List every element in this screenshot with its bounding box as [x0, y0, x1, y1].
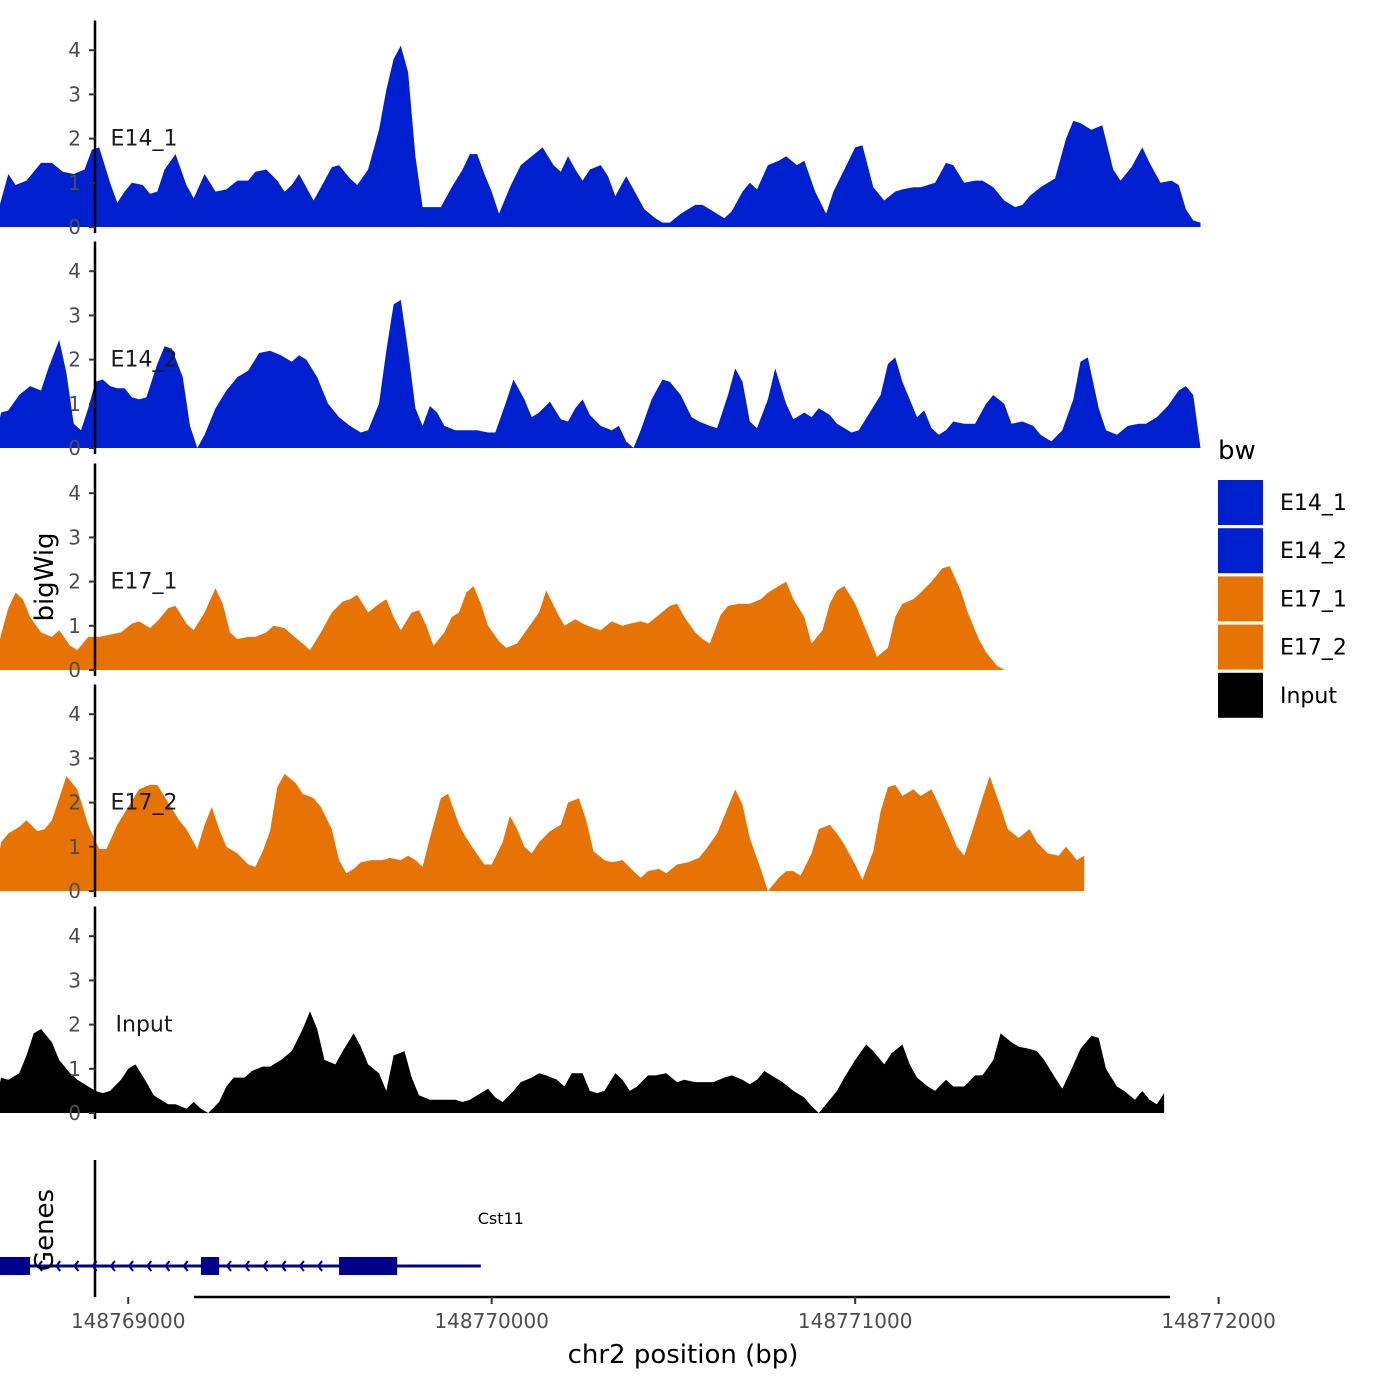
legend-swatch-E17_2 [1218, 624, 1263, 670]
y-tick-label: 4 [68, 702, 81, 726]
y-tick-label: 1 [68, 614, 81, 638]
track-E14_2: 0 1 2 3 4 E14_2 [0, 241, 1201, 460]
strand-chevron [225, 1260, 232, 1272]
legend-swatch-E14_1 [1218, 480, 1263, 525]
legend-title: bw [1218, 436, 1256, 466]
strand-chevron [164, 1260, 171, 1272]
strand-chevron [280, 1260, 287, 1272]
y-tick-label: 2 [68, 348, 81, 372]
strand-chevron [244, 1260, 251, 1272]
area-E14_2 [0, 299, 1201, 448]
genes-axis-title: Genes [30, 1189, 60, 1271]
strand-chevron [73, 1260, 80, 1272]
exon-2 [200, 1257, 220, 1275]
legend: bw E14_1 E14_2 E17_1 E17_2 Input [1218, 436, 1347, 718]
legend-swatch-E14_2 [1218, 528, 1263, 574]
strand-chevron [146, 1260, 153, 1272]
area-Input [0, 1011, 1165, 1113]
legend-label-Input: Input [1280, 684, 1337, 709]
strand-chevron [298, 1260, 305, 1272]
y-tick-label: 4 [68, 924, 81, 948]
gene-panel: Cst11 [0, 1160, 524, 1297]
y-tick-label: 0 [68, 1101, 81, 1125]
strand-chevron [182, 1260, 189, 1272]
track-E14_1: 0 1 2 3 4 E14_1 [0, 20, 1201, 239]
y-tick-label: 1 [68, 835, 81, 859]
bigwig-tracks: 0 1 2 3 4 E14_1 0 1 2 3 4 E14_2 0 1 2 3 4 E17_1 0 1 2 3 4 E17_2… [0, 20, 1201, 1125]
strand-chevron [55, 1260, 62, 1272]
legend-label-E14_1: E14_1 [1280, 491, 1347, 516]
y-tick-label: 0 [68, 436, 81, 460]
y-tick-label: 3 [68, 525, 81, 549]
exon-3 [339, 1257, 398, 1275]
track-Input: 0 1 2 3 4 Input [0, 906, 1165, 1125]
y-tick-label: 3 [68, 968, 81, 992]
y-tick-label: 2 [68, 570, 81, 594]
legend-label-E17_2: E17_2 [1280, 636, 1347, 661]
y-tick-label: 3 [68, 82, 81, 106]
area-E17_2 [0, 773, 1085, 891]
y-tick-label: 0 [68, 658, 81, 682]
exon-1 [0, 1257, 31, 1275]
legend-swatch-E17_1 [1218, 576, 1263, 622]
y-axis-title: bigWig [30, 532, 60, 621]
y-tick-label: 3 [68, 746, 81, 770]
y-tick-label: 4 [68, 38, 81, 62]
y-tick-label: 4 [68, 481, 81, 505]
x-tick-label: 148769000 [71, 1309, 186, 1333]
y-tick-label: 3 [68, 303, 81, 327]
track-label-Input: Input [116, 1013, 173, 1038]
x-tick-label: 148770000 [434, 1309, 549, 1333]
legend-label-E14_2: E14_2 [1280, 539, 1347, 564]
x-axis: 1487690001487700001487710001487720001487… [71, 1295, 1276, 1333]
y-tick-label: 1 [68, 171, 81, 195]
y-tick-label: 2 [68, 1013, 81, 1037]
strand-chevron [109, 1260, 116, 1272]
area-E17_1 [0, 566, 1005, 670]
track-E17_1: 0 1 2 3 4 E17_1 [0, 463, 1005, 682]
gene-label: Cst11 [478, 1209, 524, 1228]
area-E14_1 [0, 45, 1201, 227]
strand-chevron [316, 1260, 323, 1272]
track-label-E14_2: E14_2 [111, 348, 178, 373]
legend-swatch-Input [1218, 672, 1263, 718]
x-tick-label: 148771000 [798, 1309, 913, 1333]
track-E17_2: 0 1 2 3 4 E17_2 [0, 684, 1085, 903]
legend-label-E17_1: E17_1 [1280, 587, 1347, 612]
strand-chevron [127, 1260, 134, 1272]
y-tick-label: 1 [68, 392, 81, 416]
y-tick-label: 1 [68, 1057, 81, 1081]
y-tick-label: 0 [68, 879, 81, 903]
strand-chevron [91, 1260, 98, 1272]
track-label-E17_1: E17_1 [111, 570, 178, 595]
track-label-E17_2: E17_2 [111, 791, 178, 816]
y-tick-label: 2 [68, 127, 81, 151]
y-tick-label: 4 [68, 259, 81, 283]
track-label-E14_1: E14_1 [111, 127, 178, 152]
y-tick-label: 0 [68, 215, 81, 239]
strand-chevron [36, 1260, 43, 1272]
y-tick-label: 2 [68, 791, 81, 815]
x-tick-label: 148772000 [1161, 1309, 1276, 1333]
strand-chevron [262, 1260, 269, 1272]
x-axis-title: chr2 position (bp) [568, 1340, 799, 1370]
